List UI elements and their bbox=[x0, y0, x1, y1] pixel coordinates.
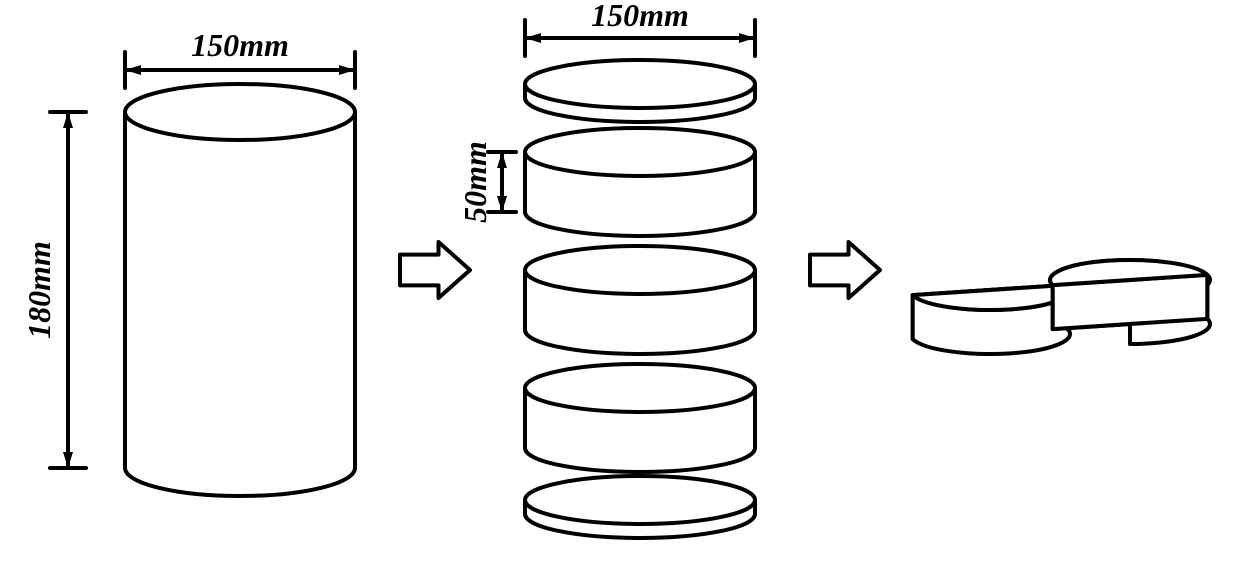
cylinder-top-ellipse bbox=[125, 84, 355, 140]
stack-disc-4-top bbox=[525, 476, 755, 524]
block-arrow-1 bbox=[810, 242, 880, 298]
stack-diameter-dim-ah-l bbox=[525, 33, 541, 43]
stack-disc-1-top bbox=[525, 128, 755, 176]
stack-disc-0-top bbox=[525, 60, 755, 108]
stack-slice-height-label: 50mm bbox=[457, 141, 493, 223]
block-arrow-0 bbox=[400, 242, 470, 298]
stack-slice-height-dim-ah-b bbox=[497, 196, 507, 212]
stack-disc-2-bottom bbox=[525, 330, 755, 354]
stack-diameter-label: 150mm bbox=[591, 0, 689, 33]
cylinder-diameter-dim-ah-l bbox=[125, 65, 141, 75]
cylinder-bottom-arc bbox=[125, 468, 355, 496]
stack-disc-1-bottom bbox=[525, 212, 755, 236]
stack-slice-height-dim-ah-t bbox=[497, 152, 507, 168]
cylinder-height-dim-ah-b bbox=[63, 452, 73, 468]
cylinder-height-label: 180mm bbox=[21, 241, 57, 339]
stack-disc-3-bottom bbox=[525, 448, 755, 472]
cylinder-height-dim-ah-t bbox=[63, 112, 73, 128]
stack-disc-2-top bbox=[525, 246, 755, 294]
cylinder-diameter-label: 150mm bbox=[191, 27, 289, 63]
stack-disc-3-top bbox=[525, 364, 755, 412]
cylinder-diameter-dim-ah-r bbox=[339, 65, 355, 75]
half-left-top-face-2 bbox=[913, 285, 1070, 310]
stack-diameter-dim-ah-r bbox=[739, 33, 755, 43]
